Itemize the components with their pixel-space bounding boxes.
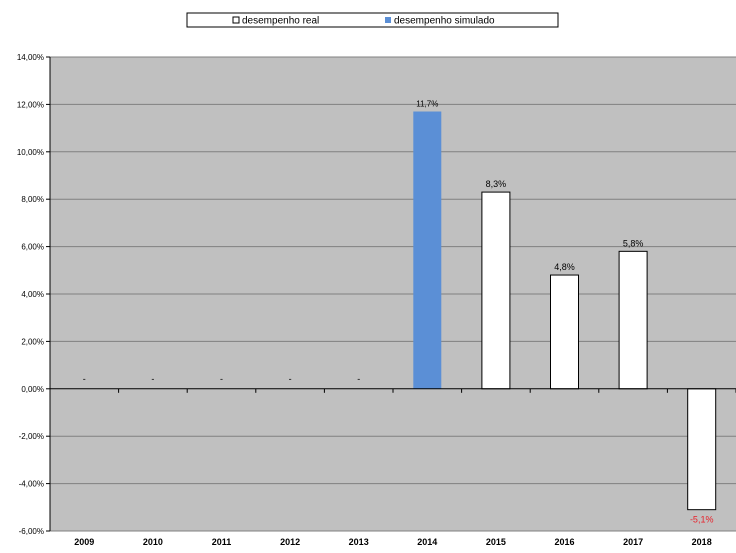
x-tick-label-2012: 2012 [280,537,300,547]
legend-label-simulated: desempenho simulado [394,16,495,27]
y-tick-label: 10,00% [17,148,44,157]
x-tick-label-2018: 2018 [692,537,712,547]
x-tick-label-2011: 2011 [212,537,232,547]
legend: desempenho real desempenho simulado [186,12,559,28]
bar-simulated-2014 [413,111,442,389]
x-tick-label-2015: 2015 [486,537,506,547]
legend-swatch-real [232,16,240,24]
x-tick-label-2009: 2009 [74,537,94,547]
y-tick-label: -2,00% [19,432,44,441]
data-label-2010: - [151,374,154,384]
y-tick-label: 14,00% [17,53,44,62]
plot-area: -6,00% -4,00% -2,00% 0,00% 2,00% 4,00% 6,00% 8,… [17,53,736,547]
y-tick-label: -6,00% [19,527,44,536]
y-tick-label: -4,00% [19,480,44,489]
y-tick-label: 12,00% [17,100,44,109]
data-label-2016: 4,8% [554,262,575,272]
bar-real-2017 [618,250,648,390]
data-label-2009: - [83,374,86,384]
data-label-2011: - [220,374,223,384]
bar-real-2016 [550,274,579,390]
data-label-2017: 5,8% [623,238,644,248]
data-label-2013: - [357,374,360,384]
x-tick-label-2010: 2010 [143,537,163,547]
x-tick-label-2016: 2016 [554,537,574,547]
x-tick-label-2017: 2017 [623,537,643,547]
data-label-2012: - [289,374,292,384]
y-tick-label: 8,00% [21,195,44,204]
y-tick-label: 0,00% [21,385,44,394]
bar-real-2018 [687,388,717,511]
x-tick-label-2013: 2013 [349,537,369,547]
data-label-2018: -5,1% [690,515,714,525]
data-label-2015: 8,3% [486,179,507,189]
legend-label-real: desempenho real [242,16,319,27]
y-tick-label: 2,00% [21,337,44,346]
y-tick-label: 6,00% [21,243,44,252]
legend-swatch-simulated [385,17,391,23]
bar-real-2015 [481,191,511,390]
legend-box [186,12,559,28]
data-label-2014: 11,7% [416,100,438,109]
x-tick-label-2014: 2014 [417,537,437,547]
y-tick-label: 4,00% [21,290,44,299]
